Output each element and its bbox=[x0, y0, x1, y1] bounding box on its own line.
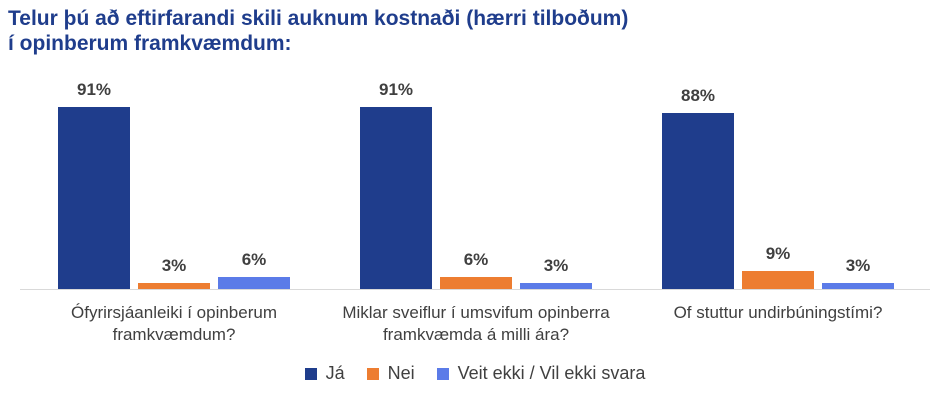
legend-swatch-veit-ekki bbox=[436, 367, 449, 380]
chart-legend: Já Nei Veit ekki / Vil ekki svara bbox=[0, 363, 950, 384]
legend-label-veit-ekki: Veit ekki / Vil ekki svara bbox=[457, 363, 646, 383]
category-label-1-line-1: Ófyrirsjáanleiki í opinberum bbox=[71, 303, 277, 322]
legend-swatch-ja bbox=[304, 367, 317, 380]
chart-title-line-1: Telur þú að eftirfarandi skili auknum ko… bbox=[8, 7, 629, 30]
bar-3-series-3 bbox=[822, 283, 894, 289]
legend-swatch-nei bbox=[366, 367, 379, 380]
bar-1-series-1 bbox=[58, 107, 130, 289]
data-label-2-series-1: 91% bbox=[379, 80, 413, 99]
category-label-2-line-2: framkvæmda á milli ára? bbox=[383, 325, 569, 344]
data-label-2-series-2: 6% bbox=[464, 250, 489, 269]
data-label-1-series-1: 91% bbox=[77, 80, 111, 99]
bar-3-series-1 bbox=[662, 113, 734, 289]
bar-2-series-1 bbox=[360, 107, 432, 289]
bar-3-series-2 bbox=[742, 271, 814, 289]
chart-title-line-2: í opinberum framkvæmdum: bbox=[8, 32, 292, 55]
chart-title: Telur þú að eftirfarandi skili auknum ko… bbox=[8, 6, 938, 56]
data-label-3-series-3: 3% bbox=[846, 256, 871, 275]
data-label-1-series-2: 3% bbox=[162, 256, 187, 275]
category-label-1-line-2: framkvæmdum? bbox=[113, 325, 236, 344]
bar-1-series-3 bbox=[218, 277, 290, 289]
bar-2-series-2 bbox=[440, 277, 512, 289]
legend-item-veit-ekki: Veit ekki / Vil ekki svara bbox=[436, 363, 646, 384]
legend-item-ja: Já bbox=[304, 363, 345, 384]
category-label-3-line-1: Of stuttur undirbúningstími? bbox=[674, 303, 883, 322]
data-label-2-series-3: 3% bbox=[544, 256, 569, 275]
bar-1-series-2 bbox=[138, 283, 210, 289]
data-label-3-series-1: 88% bbox=[681, 86, 715, 105]
legend-item-nei: Nei bbox=[366, 363, 415, 384]
legend-label-nei: Nei bbox=[387, 363, 415, 383]
legend-label-ja: Já bbox=[325, 363, 345, 383]
data-label-1-series-3: 6% bbox=[242, 250, 267, 269]
data-label-3-series-2: 9% bbox=[766, 244, 791, 263]
category-label-2-line-1: Miklar sveiflur í umsvifum opinberra bbox=[342, 303, 610, 322]
bar-2-series-3 bbox=[520, 283, 592, 289]
